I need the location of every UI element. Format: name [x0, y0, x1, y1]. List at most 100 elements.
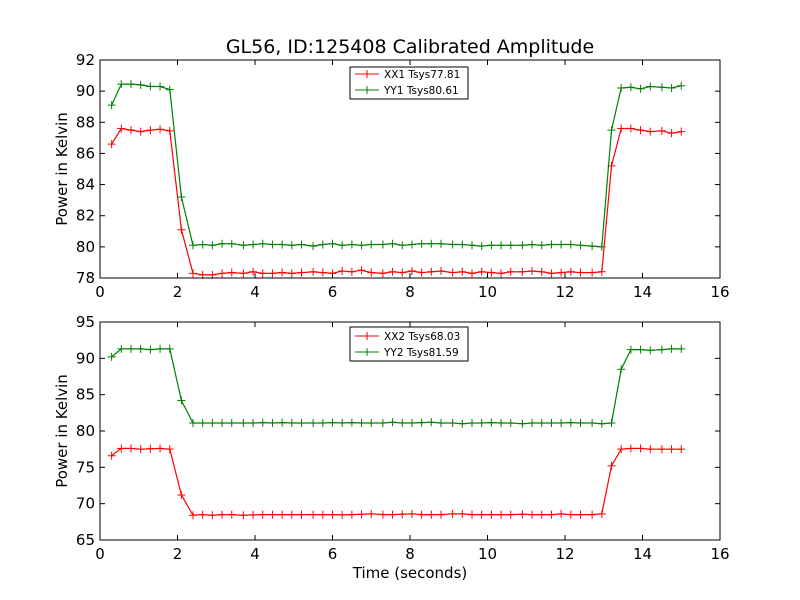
bottom-series-0-point: [477, 510, 486, 519]
bottom-series-0-point: [427, 510, 436, 519]
top-series-1-point: [417, 239, 426, 248]
bottom-series-1-point: [198, 419, 207, 428]
top-series-0-point: [278, 268, 287, 277]
top-series-0-point: [218, 269, 227, 278]
bottom-series-0-point: [557, 509, 566, 518]
top-x-tick-label: 6: [328, 283, 338, 301]
top-series-0-point: [677, 127, 686, 136]
bottom-series-1-point: [227, 419, 236, 428]
bottom-series-1-point: [278, 418, 287, 427]
top-series-0-point: [588, 268, 597, 277]
bottom-y-tick-label: 65: [76, 531, 95, 549]
top-legend-box: [349, 66, 469, 100]
bottom-legend-box: [349, 326, 469, 362]
top-series-0-point: [468, 269, 476, 278]
bottom-x-tick-label: 4: [250, 545, 260, 563]
top-series-1-point: [309, 242, 318, 251]
bottom-series-0-point: [268, 510, 277, 519]
bottom-series-0-point: [117, 444, 126, 453]
bottom-series-0-point: [156, 444, 165, 453]
top-series-0-point: [497, 269, 506, 278]
bottom-series-0-point: [597, 509, 606, 518]
bottom-series-1-point: [677, 344, 686, 353]
top-series-0-point: [127, 126, 135, 135]
top-series-1-point: [297, 240, 306, 249]
bottom-series-0-point: [607, 461, 616, 470]
top-series-1-point: [528, 240, 537, 249]
top-series-0-point: [117, 124, 126, 133]
top-series-0-point: [189, 269, 197, 278]
bottom-x-tick-label: 16: [710, 545, 729, 563]
bottom-series-0-point: [198, 510, 207, 519]
top-legend-yy1-label: YY1 Tsys80.61: [383, 85, 459, 97]
top-series-0-point: [136, 127, 145, 136]
bottom-series-0-point: [378, 510, 387, 519]
bottom-series-0-point: [566, 510, 575, 519]
top-series-1-point: [189, 241, 197, 250]
top-series-0-point: [667, 129, 676, 138]
top-series-line-0: [111, 127, 682, 276]
top-series-1-point: [667, 84, 676, 93]
top-x-tick-label: 0: [95, 283, 105, 301]
bottom-series-1-point: [165, 344, 174, 353]
top-series-1-point: [156, 82, 165, 91]
bottom-y-tick-label: 75: [76, 458, 95, 476]
bottom-series-1-point: [146, 345, 155, 354]
bottom-series-1-point: [328, 418, 337, 427]
top-series-1-point: [227, 239, 236, 248]
top-series-1-point: [357, 241, 366, 250]
top-series-1-point: [258, 239, 267, 248]
bottom-series-1-point: [636, 345, 645, 354]
top-legend-xx1-label: XX1 Tsys77.81: [384, 69, 460, 81]
bottom-series-1-point: [208, 419, 217, 428]
bottom-series-1-point: [547, 419, 556, 428]
bottom-x-axis-label: Time (seconds): [352, 564, 468, 582]
bottom-series-0-point: [127, 444, 135, 453]
bottom-series-1-point: [566, 418, 575, 427]
bottom-x-tick-label: 12: [555, 545, 574, 563]
bottom-series-0-point: [227, 510, 236, 519]
bottom-series-0-point: [136, 445, 145, 454]
top-series-1-point: [597, 242, 606, 251]
bottom-series-1-point: [497, 419, 506, 428]
bottom-x-tick-label: 6: [328, 545, 338, 563]
bottom-series-1-point: [437, 419, 445, 428]
bottom-series-1-point: [487, 418, 496, 427]
top-series-1-point: [646, 82, 655, 91]
bottom-series-1-point: [388, 418, 397, 427]
bottom-series-1-point: [367, 419, 376, 428]
top-series-1-point: [328, 239, 337, 248]
top-series-1-point: [448, 240, 457, 249]
top-series-1-point: [407, 240, 416, 249]
top-series-1-point: [278, 240, 287, 249]
top-series-0-point: [477, 267, 486, 276]
bottom-series-1-point: [518, 419, 527, 428]
top-series-0-point: [528, 266, 537, 275]
top-y-axis-label: Power in Kelvin: [53, 112, 71, 226]
bottom-series-1-point: [378, 419, 387, 428]
top-series-1-point: [208, 241, 217, 250]
top-legend: XX1 Tsys77.81 YY1 Tsys80.61: [349, 66, 469, 100]
top-x-tick-label: 10: [478, 283, 497, 301]
bottom-series-0-point: [667, 445, 676, 454]
top-series-0-point: [398, 268, 407, 277]
bottom-series-1-point: [258, 418, 267, 427]
top-y-tick-label: 82: [76, 207, 95, 225]
bottom-series-1-point: [407, 419, 416, 428]
bottom-series-0-point: [107, 451, 116, 460]
top-series-0-point: [297, 268, 306, 277]
top-series-1-point: [588, 242, 597, 251]
bottom-series-1-point: [528, 419, 537, 428]
top-series-group: [107, 80, 686, 279]
top-legend-yy1-marker: [363, 86, 371, 94]
bottom-legend-xx2-label: XX2 Tsys68.03: [384, 331, 460, 343]
bottom-series-1-point: [477, 419, 486, 428]
top-series-1-point: [537, 241, 546, 250]
bottom-series-1-point: [249, 419, 258, 428]
bottom-series-1-point: [297, 419, 306, 428]
bottom-series-1-point: [107, 352, 116, 361]
bottom-series-0-point: [537, 510, 546, 519]
top-x-tick-label: 8: [405, 283, 415, 301]
bottom-series-0-point: [497, 510, 506, 519]
bottom-series-0-point: [588, 510, 597, 519]
